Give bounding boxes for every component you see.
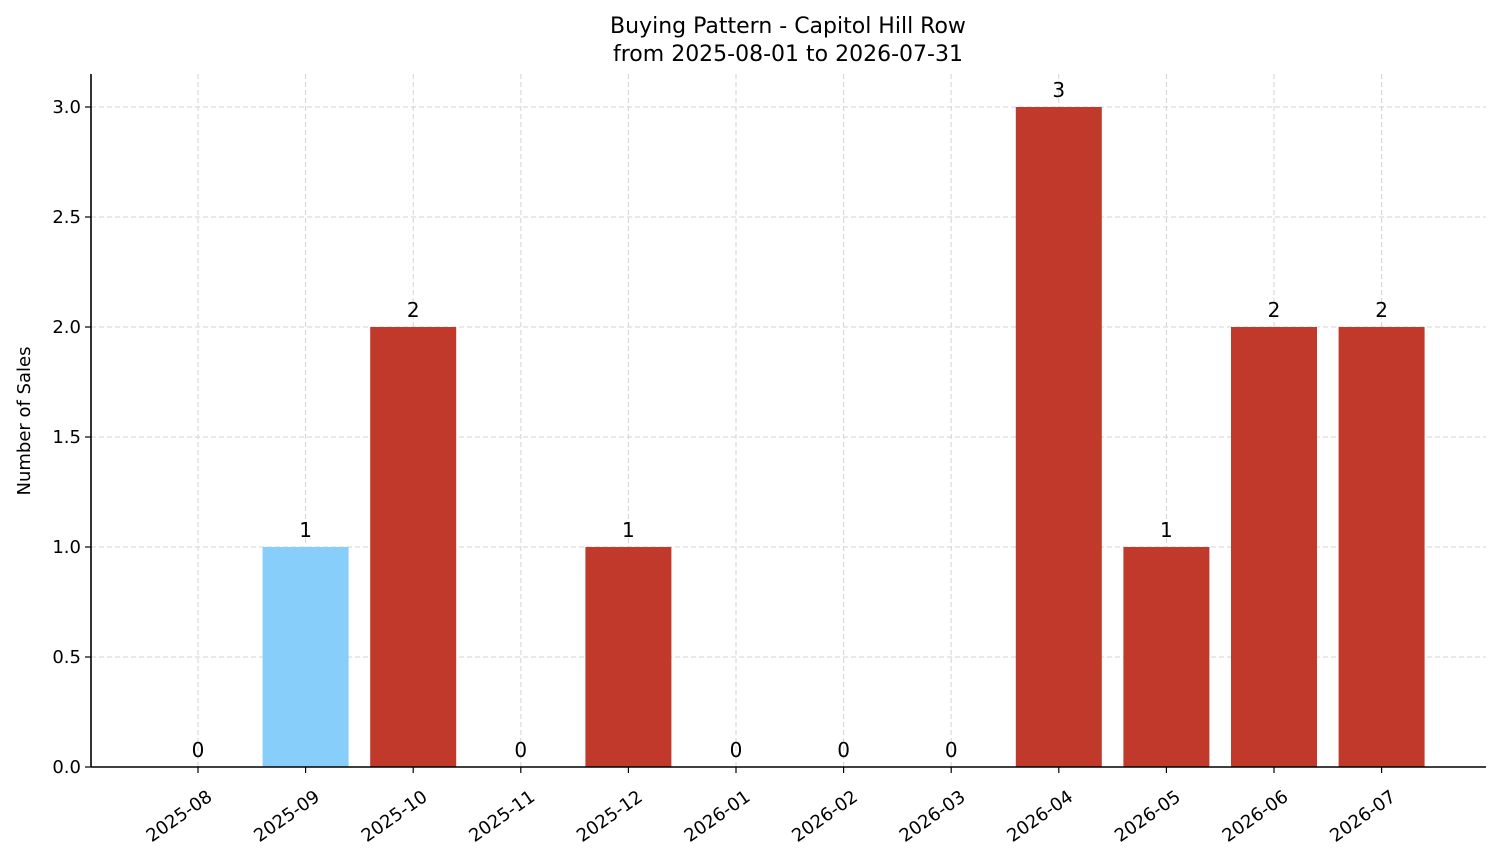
y-tick-label: 3.0	[52, 97, 81, 118]
bar	[370, 327, 457, 767]
x-tick-label: 2026-04	[1003, 786, 1077, 846]
x-tick-label: 2025-11	[465, 786, 539, 846]
y-tick-label: 2.0	[52, 317, 81, 338]
y-tick-label: 1.5	[52, 427, 81, 448]
x-tick-label: 2026-06	[1219, 786, 1293, 846]
x-tick-label: 2026-02	[788, 786, 862, 846]
bar-data-label: 3	[1052, 78, 1065, 102]
bar	[1338, 327, 1425, 767]
chart-subtitle: from 2025-08-01 to 2026-07-31	[613, 42, 963, 67]
bar	[1015, 107, 1102, 767]
bar-data-label: 0	[837, 738, 850, 762]
bar	[1123, 547, 1210, 767]
bar-data-label: 0	[514, 738, 527, 762]
x-tick-label: 2026-07	[1326, 786, 1400, 846]
bar	[585, 547, 672, 767]
y-tick-label: 1.0	[52, 537, 81, 558]
y-tick-label: 0.5	[52, 647, 81, 668]
y-axis-label: Number of Sales	[14, 346, 35, 495]
y-tick-label: 2.5	[52, 207, 81, 228]
x-tick-label: 2026-01	[681, 786, 755, 846]
bars-layer	[262, 107, 1425, 767]
bar-data-label: 0	[730, 738, 743, 762]
bar-data-label: 2	[1375, 298, 1388, 322]
bar-data-label: 0	[192, 738, 205, 762]
x-tick-label: 2026-05	[1111, 786, 1185, 846]
data-labels-layer: 0 1 2 0 1 0 0 0 3 1 2 2	[192, 78, 1388, 762]
bar-data-label: 0	[945, 738, 958, 762]
x-tick-label: 2026-03	[896, 786, 970, 846]
bar	[1231, 327, 1317, 767]
bar	[262, 547, 349, 767]
axes-layer	[90, 74, 1486, 768]
chart-title: Buying Pattern - Capitol Hill Row	[610, 14, 966, 39]
bar-data-label: 2	[1268, 298, 1281, 322]
x-tick-label: 2025-09	[250, 786, 324, 846]
x-tick-label: 2025-10	[358, 786, 432, 846]
bar-data-label: 2	[407, 298, 420, 322]
bar-data-label: 1	[1160, 518, 1173, 542]
bar-data-label: 1	[299, 518, 312, 542]
y-tick-label: 0.0	[52, 757, 81, 778]
bar-data-label: 1	[622, 518, 635, 542]
x-tick-label: 2025-12	[573, 786, 647, 846]
x-tick-label: 2025-08	[143, 786, 217, 846]
